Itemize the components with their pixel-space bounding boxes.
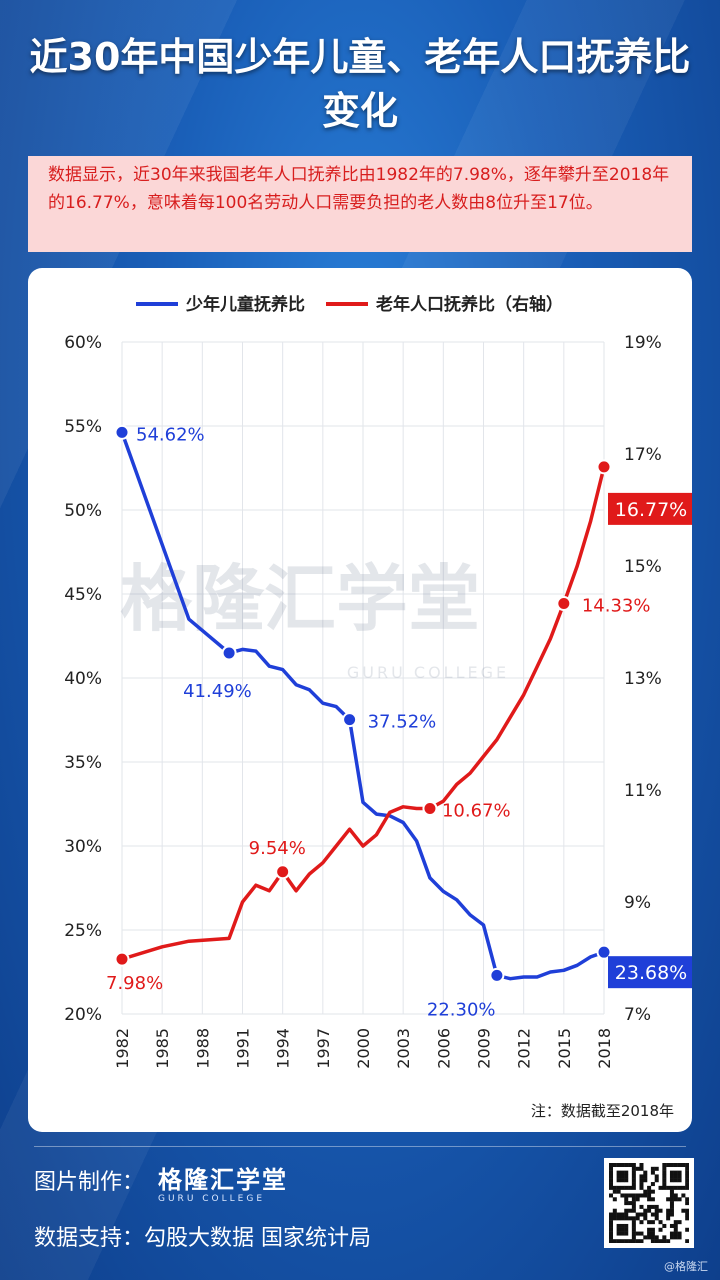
line-elderly: [121, 466, 606, 961]
chart-note: 注：数据截至2018年: [531, 1102, 674, 1120]
qr-code[interactable]: [604, 1158, 694, 1248]
brand-logo-text: 格隆汇学堂: [158, 1166, 288, 1194]
summary-box: 数据显示，近30年来我国老年人口抚养比由1982年的7.98%，逐年攀升至201…: [28, 156, 692, 252]
x-tick-label: 1991: [234, 1028, 253, 1069]
data-label-boxed: 16.77%: [615, 499, 687, 521]
dependency-ratio-chart: 格隆汇学堂 GURU COLLEGE 20% 25% 30% 35% 40% 45% 50%…: [64, 294, 692, 1120]
data-label-boxed: 23.68%: [615, 962, 687, 984]
data-point: [596, 459, 612, 475]
data-label: 22.30%: [427, 999, 496, 1020]
left-tick-label: 50%: [64, 501, 102, 521]
left-tick-label: 60%: [64, 333, 102, 353]
x-tick-label: 1985: [153, 1028, 172, 1069]
data-label: 54.62%: [136, 424, 205, 445]
left-tick-label: 25%: [64, 921, 102, 941]
data-labels: 54.62% 41.49% 37.52% 22.30% 23.68% 7.98% 9.54%…: [106, 424, 692, 1020]
data-label: 37.52%: [368, 712, 437, 733]
data-point: [114, 424, 130, 440]
x-tick-label: 2015: [555, 1028, 574, 1069]
legend-label-elderly: 老年人口抚养比（右轴）: [375, 294, 563, 315]
left-tick-label: 40%: [64, 669, 102, 689]
x-tick-label: 1997: [314, 1028, 333, 1069]
footer-divider: [34, 1146, 686, 1147]
data-label: 9.54%: [249, 838, 306, 859]
x-tick-label: 2012: [515, 1028, 534, 1069]
data-point: [342, 712, 358, 728]
page-title: 近30年中国少年儿童、老年人口抚养比变化: [29, 35, 691, 133]
right-tick-label: 19%: [624, 333, 662, 353]
right-tick-label: 9%: [624, 893, 651, 913]
qr-code-icon: [609, 1163, 690, 1244]
x-tick-label: 2009: [475, 1028, 494, 1069]
data-support-text: 数据支持：勾股大数据 国家统计局: [34, 1226, 371, 1251]
data-point: [556, 596, 572, 612]
made-by-label: 图片制作：: [34, 1170, 145, 1195]
right-axis-ticks: 7% 9% 11% 13% 15% 17% 19%: [624, 333, 662, 1025]
data-point: [489, 967, 505, 983]
right-tick-label: 13%: [624, 669, 662, 689]
data-point: [275, 864, 291, 880]
left-tick-label: 20%: [64, 1005, 102, 1025]
brand-logo-sub: GURU COLLEGE: [158, 1194, 266, 1204]
x-tick-label: 1988: [193, 1028, 212, 1069]
right-tick-label: 11%: [624, 781, 662, 801]
right-tick-label: 7%: [624, 1005, 651, 1025]
data-label: 14.33%: [582, 596, 651, 617]
left-tick-label: 30%: [64, 837, 102, 857]
left-axis-ticks: 20% 25% 30% 35% 40% 45% 50% 55% 60%: [64, 333, 102, 1025]
x-tick-label: 1982: [113, 1028, 132, 1069]
right-tick-label: 15%: [624, 557, 662, 577]
right-tick-label: 17%: [624, 445, 662, 465]
data-points: [114, 424, 612, 983]
x-tick-label: 1994: [274, 1028, 293, 1069]
data-label: 41.49%: [183, 681, 252, 702]
data-label: 10.67%: [442, 800, 511, 821]
data-label: 7.98%: [106, 973, 163, 994]
watermark-main: 格隆汇学堂: [120, 557, 480, 641]
data-point: [596, 944, 612, 960]
left-tick-label: 55%: [64, 417, 102, 437]
left-tick-label: 35%: [64, 753, 102, 773]
chart-card: 格隆汇学堂 GURU COLLEGE 20% 25% 30% 35% 40% 45% 50%…: [28, 268, 692, 1132]
data-point: [422, 800, 438, 816]
series-lines: [120, 431, 606, 981]
watermark-sub: GURU COLLEGE: [347, 663, 509, 682]
chart-legend: 少年儿童抚养比 老年人口抚养比（右轴）: [136, 294, 563, 315]
x-tick-label: 2000: [354, 1028, 373, 1069]
x-axis-ticks: 1982 1985 1988 1991 1994 1997 2000 2003 2006 2009…: [113, 1028, 614, 1069]
data-point: [114, 951, 130, 967]
left-tick-label: 45%: [64, 585, 102, 605]
x-tick-label: 2006: [434, 1028, 453, 1069]
credit-text: @格隆汇: [664, 1260, 708, 1273]
legend-label-youth: 少年儿童抚养比: [185, 294, 305, 315]
x-tick-label: 2003: [394, 1028, 413, 1069]
data-point: [221, 645, 237, 661]
watermark: 格隆汇学堂 GURU COLLEGE: [120, 557, 509, 682]
data-label-box: [608, 956, 692, 989]
grid-lines: [121, 341, 605, 1015]
line-youth: [120, 431, 605, 981]
x-tick-label: 2018: [595, 1028, 614, 1069]
data-label-box: [608, 492, 692, 525]
